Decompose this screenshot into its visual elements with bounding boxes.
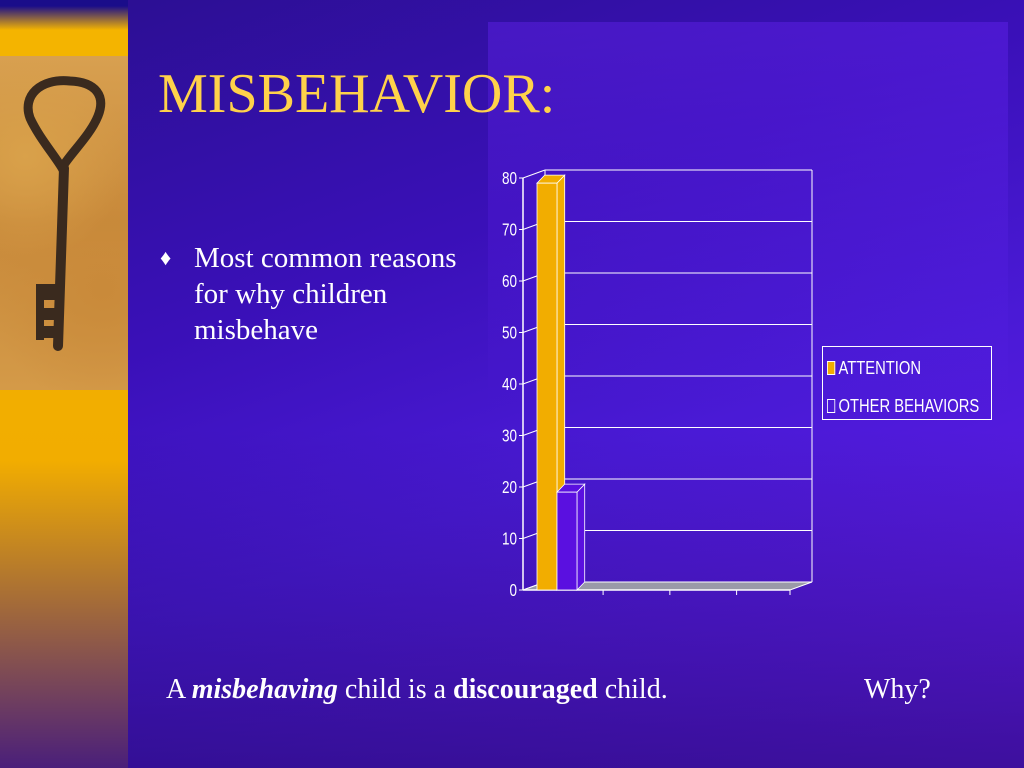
y-tick-label: 70: [502, 221, 517, 240]
legend-item-attention: ATTENTION: [827, 357, 921, 379]
footer-emphasis-misbehaving: misbehaving: [191, 674, 338, 705]
diamond-bullet-icon: ♦: [160, 245, 172, 270]
grid-diagonal: [522, 169, 546, 179]
background-glow: [488, 22, 1008, 407]
legend-item-other-behaviors: OTHER BEHAVIORS: [827, 395, 979, 417]
legend-swatch-other-behaviors: [827, 399, 836, 413]
chart-legend: ATTENTION OTHER BEHAVIORS: [822, 346, 992, 420]
y-tick-label: 20: [502, 478, 517, 497]
slide-title: MISBEHAVIOR:: [158, 63, 556, 125]
footer-text-2: child is a: [337, 674, 454, 705]
key-icon: [23, 76, 106, 351]
y-tick-label: 30: [502, 427, 517, 446]
footer-text-3: child.: [597, 674, 668, 705]
bar-other-behaviors-front: [556, 491, 578, 591]
footer-statement: A misbehaving child is a discouraged chi…: [166, 674, 668, 706]
footer-text-1: A: [166, 674, 192, 705]
bar-chart: 0 10 20 30 40 50 60 70 80: [502, 169, 813, 601]
y-tick-label: 40: [502, 375, 517, 394]
legend-label-other-behaviors: OTHER BEHAVIORS: [838, 395, 980, 416]
chart-tick-labels: 0 10 20 30 40 50 60 70 80: [502, 169, 517, 600]
bar-other-behaviors-side: [576, 483, 586, 591]
y-tick-label: 10: [502, 530, 517, 549]
bar-attention-front: [536, 182, 558, 591]
footer-why: Why?: [864, 674, 931, 705]
y-tick-label: 80: [502, 169, 517, 188]
footer-emphasis-discouraged: discouraged: [453, 674, 598, 705]
legend-swatch-attention: [827, 361, 836, 375]
key-photo: [0, 56, 128, 390]
bullet-text: Most common reasons for why children mis…: [194, 242, 457, 346]
legend-label-attention: ATTENTION: [838, 357, 922, 378]
y-tick-label: 0: [509, 581, 517, 600]
y-tick-label: 50: [502, 324, 517, 343]
bar-other-behaviors: [556, 483, 586, 591]
y-tick-label: 60: [502, 272, 517, 291]
chart-bars: [536, 174, 586, 591]
